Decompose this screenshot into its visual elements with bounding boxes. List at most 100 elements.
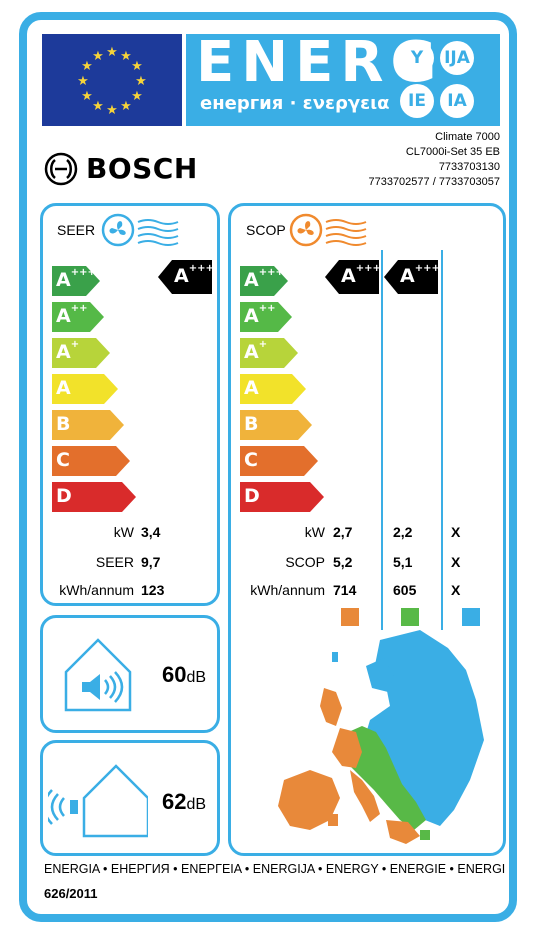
cooling-seer-value: 9,7 [141, 554, 161, 570]
svg-text:★: ★ [81, 59, 93, 74]
svg-text:★: ★ [131, 59, 143, 74]
heating-kw-label: kW [304, 524, 325, 540]
svg-text:★: ★ [92, 49, 104, 64]
heating-panel [228, 203, 506, 856]
cooling-class-4: A [52, 374, 118, 404]
cooling-class-5: B [52, 410, 124, 440]
heating-class-4: A [240, 374, 306, 404]
cooling-class-label: A+++ [56, 267, 96, 291]
heating-kw-colder: X [451, 524, 461, 540]
heating-class-2: A++ [240, 302, 292, 332]
heating-mark-1-base: A [341, 265, 356, 287]
cooling-class-mark: A+++ [158, 260, 214, 294]
outdoor-noise-panel [40, 740, 220, 856]
heating-mark-1-sup: +++ [355, 263, 381, 274]
cooling-class-2: A++ [52, 302, 104, 332]
outdoor-noise-unit: dB [186, 796, 207, 813]
brand-name: BOSCH [86, 152, 198, 185]
footer-languages: ENERGIA • ЕНЕРГИЯ • ΕΝΕΡΓΕΙΑ • ENERGIJA … [44, 862, 506, 876]
svg-text:★: ★ [131, 89, 143, 104]
heating-class-3: A+ [240, 338, 298, 368]
cooling-class-mark-base: A [174, 265, 189, 287]
zone-average-square [341, 608, 359, 626]
heating-kw-warmer: 2,2 [393, 524, 413, 540]
label-frame [19, 12, 517, 922]
heating-annual-label: kWh/annum [250, 582, 325, 598]
zone-warmer-square [401, 608, 419, 626]
heating-column-divider-2 [441, 250, 443, 630]
heating-scop-colder: X [451, 554, 461, 570]
lang-circle-ija: IJA [440, 41, 474, 75]
cooling-panel [40, 203, 220, 606]
heating-scop-warmer: 5,1 [393, 554, 413, 570]
cooling-class-label: B [56, 413, 71, 435]
heating-class-label: D [244, 485, 260, 507]
energy-subtitle: енергия · ενεργεια [200, 93, 390, 114]
cooling-class-label: D [56, 485, 72, 507]
model-name: Climate 7000 [435, 131, 500, 143]
lang-circle-ia: IA [440, 84, 474, 118]
heating-class-1: A+++ [240, 266, 288, 296]
heating-class-label: A+ [244, 339, 268, 363]
cooling-class-6: C [52, 446, 130, 476]
seer-heading: SEER [57, 222, 96, 238]
heating-class-6: C [240, 446, 318, 476]
heating-class-label: A [244, 377, 259, 399]
cooling-class-label: A [56, 377, 71, 399]
heating-scop-average: 5,2 [333, 554, 353, 570]
indoor-noise-value: 60dB [162, 662, 206, 688]
cooling-annual-value: 123 [141, 582, 165, 598]
heating-scop-label: SCOP [285, 554, 325, 570]
cooling-fan-icon [100, 212, 190, 253]
svg-text:★: ★ [92, 99, 104, 114]
scop-heading: SCOP [246, 222, 286, 238]
svg-text:★: ★ [106, 45, 118, 60]
svg-text:★: ★ [120, 99, 132, 114]
svg-text:★: ★ [77, 74, 89, 89]
model-numbers-2: 7733702577 / 7733703057 [368, 176, 500, 188]
heating-column-divider-1 [381, 250, 383, 630]
cooling-class-label: A+ [56, 339, 80, 363]
cooling-kw-label: kW [113, 524, 134, 540]
lang-circle-y: Y [400, 41, 434, 75]
indoor-noise-icon [62, 634, 134, 719]
heating-class-label: A+++ [244, 267, 284, 291]
eu-flag: ★ ★ ★ ★ ★ ★ ★ ★ ★ ★ ★ ★ [42, 34, 182, 126]
heating-fan-icon [288, 212, 378, 253]
heating-class-label: B [244, 413, 259, 435]
heating-kw-average: 2,7 [333, 524, 353, 540]
heating-class-label: C [244, 449, 258, 471]
eu-stars-icon: ★ ★★ ★★★ ★★★ ★★★ [77, 45, 147, 118]
heating-class-mark-warmer: A+++ [384, 260, 440, 294]
cooling-class-1: A+++ [52, 266, 100, 296]
cooling-kw-value: 3,4 [141, 524, 161, 540]
heating-class-5: B [240, 410, 312, 440]
heating-mark-2-base: A [400, 265, 415, 287]
cooling-class-label: A++ [56, 303, 88, 327]
europe-climate-map [270, 630, 496, 855]
heating-mark-2-sup: +++ [414, 263, 440, 274]
cooling-class-3: A+ [52, 338, 110, 368]
outdoor-noise-number: 62 [162, 789, 187, 814]
outdoor-noise-icon [42, 760, 150, 845]
cooling-seer-label: SEER [95, 554, 134, 570]
bosch-logo-icon [44, 152, 78, 191]
cooling-annual-label: kWh/annum [59, 582, 134, 598]
zone-colder-square [462, 608, 480, 626]
regulation-number: 626/2011 [44, 886, 98, 901]
outdoor-noise-value: 62dB [162, 789, 206, 815]
svg-text:★: ★ [106, 103, 118, 118]
heating-class-mark-average: A+++ [325, 260, 381, 294]
heating-class-7: D [240, 482, 324, 512]
indoor-noise-number: 60 [162, 662, 187, 687]
heating-annual-average: 714 [333, 582, 357, 598]
energy-title: ENERG [196, 30, 444, 95]
cooling-class-mark-sup: +++ [188, 263, 214, 274]
model-set: CL7000i-Set 35 EB [405, 146, 500, 158]
svg-text:★: ★ [120, 49, 132, 64]
svg-text:★: ★ [81, 89, 93, 104]
cooling-class-label: C [56, 449, 70, 471]
cooling-class-7: D [52, 482, 136, 512]
lang-circle-ie: IE [400, 84, 434, 118]
svg-text:★: ★ [135, 74, 147, 89]
